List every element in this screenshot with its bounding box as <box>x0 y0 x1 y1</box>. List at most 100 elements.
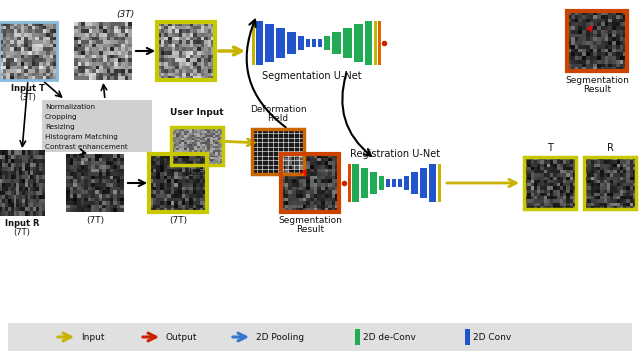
Bar <box>317 190 321 194</box>
Bar <box>570 160 573 164</box>
Bar <box>374 21 377 65</box>
Bar <box>189 151 192 153</box>
Bar <box>531 157 534 160</box>
Bar <box>573 176 576 180</box>
Bar <box>620 186 623 190</box>
Bar <box>633 173 636 177</box>
Bar <box>335 204 339 208</box>
Bar <box>182 154 186 158</box>
Bar <box>321 190 325 194</box>
Bar <box>189 22 193 26</box>
Bar <box>288 157 292 161</box>
Bar <box>208 73 212 77</box>
Bar <box>171 136 174 138</box>
Bar <box>292 157 296 161</box>
Bar <box>24 43 28 47</box>
Bar <box>53 54 58 58</box>
Bar <box>220 142 223 144</box>
Bar <box>563 160 566 164</box>
Bar <box>200 134 202 136</box>
Bar <box>593 37 597 41</box>
Bar <box>178 168 182 172</box>
Bar <box>46 40 50 44</box>
Bar <box>197 65 201 69</box>
Bar <box>328 157 332 161</box>
Bar <box>152 208 157 212</box>
Bar <box>307 154 310 158</box>
Bar <box>193 201 196 205</box>
Bar <box>39 170 42 175</box>
Bar <box>196 193 200 197</box>
Bar <box>42 179 45 183</box>
Bar <box>633 163 636 167</box>
Bar <box>172 62 175 65</box>
Bar <box>586 18 590 22</box>
Bar <box>307 193 310 197</box>
Bar <box>307 201 310 205</box>
Bar <box>597 186 600 190</box>
Bar <box>292 161 296 165</box>
Bar <box>200 146 202 148</box>
Bar <box>586 11 590 15</box>
Bar <box>42 175 45 179</box>
Bar <box>211 54 215 58</box>
Bar <box>74 54 78 58</box>
Bar <box>175 32 179 36</box>
Bar <box>74 43 78 47</box>
Bar <box>81 40 85 44</box>
Bar <box>573 186 576 190</box>
Bar <box>77 51 81 55</box>
Bar <box>164 62 168 65</box>
Bar <box>31 191 33 195</box>
Bar <box>207 138 211 140</box>
Bar <box>85 65 89 69</box>
Bar <box>20 76 25 80</box>
Bar <box>28 54 32 58</box>
Bar <box>189 127 192 129</box>
Bar <box>178 165 182 169</box>
Bar <box>74 32 78 36</box>
Bar <box>566 199 570 203</box>
Bar <box>303 190 307 194</box>
Bar <box>31 187 33 191</box>
Bar <box>627 205 630 209</box>
Bar <box>588 199 591 203</box>
Bar <box>77 47 81 51</box>
Bar <box>13 207 17 212</box>
Bar <box>116 161 121 165</box>
Bar <box>28 40 32 44</box>
Bar <box>567 60 571 64</box>
Bar <box>109 165 113 169</box>
Bar <box>623 33 627 37</box>
Bar <box>575 41 579 45</box>
Bar <box>220 127 223 129</box>
Bar <box>185 183 189 187</box>
Bar <box>534 179 538 183</box>
Bar <box>96 36 100 40</box>
Bar <box>616 170 620 173</box>
Bar <box>303 172 307 176</box>
Bar <box>601 18 605 22</box>
Bar <box>42 158 45 163</box>
Bar <box>620 63 623 67</box>
Bar <box>584 160 588 164</box>
Bar <box>623 186 627 190</box>
Text: Input: Input <box>81 332 104 342</box>
Bar <box>620 189 623 193</box>
Bar <box>46 73 50 77</box>
Bar <box>197 51 201 55</box>
Bar <box>125 54 129 58</box>
Bar <box>195 129 197 131</box>
Bar <box>189 138 192 140</box>
Text: Normalization: Normalization <box>45 104 95 110</box>
Bar <box>167 208 171 212</box>
Bar <box>92 40 96 44</box>
Bar <box>77 29 81 33</box>
Bar <box>218 146 221 148</box>
Bar <box>92 168 95 172</box>
Bar <box>6 43 10 47</box>
Bar <box>314 208 317 212</box>
Bar <box>186 22 190 26</box>
Bar <box>543 205 547 209</box>
Bar <box>567 26 571 30</box>
